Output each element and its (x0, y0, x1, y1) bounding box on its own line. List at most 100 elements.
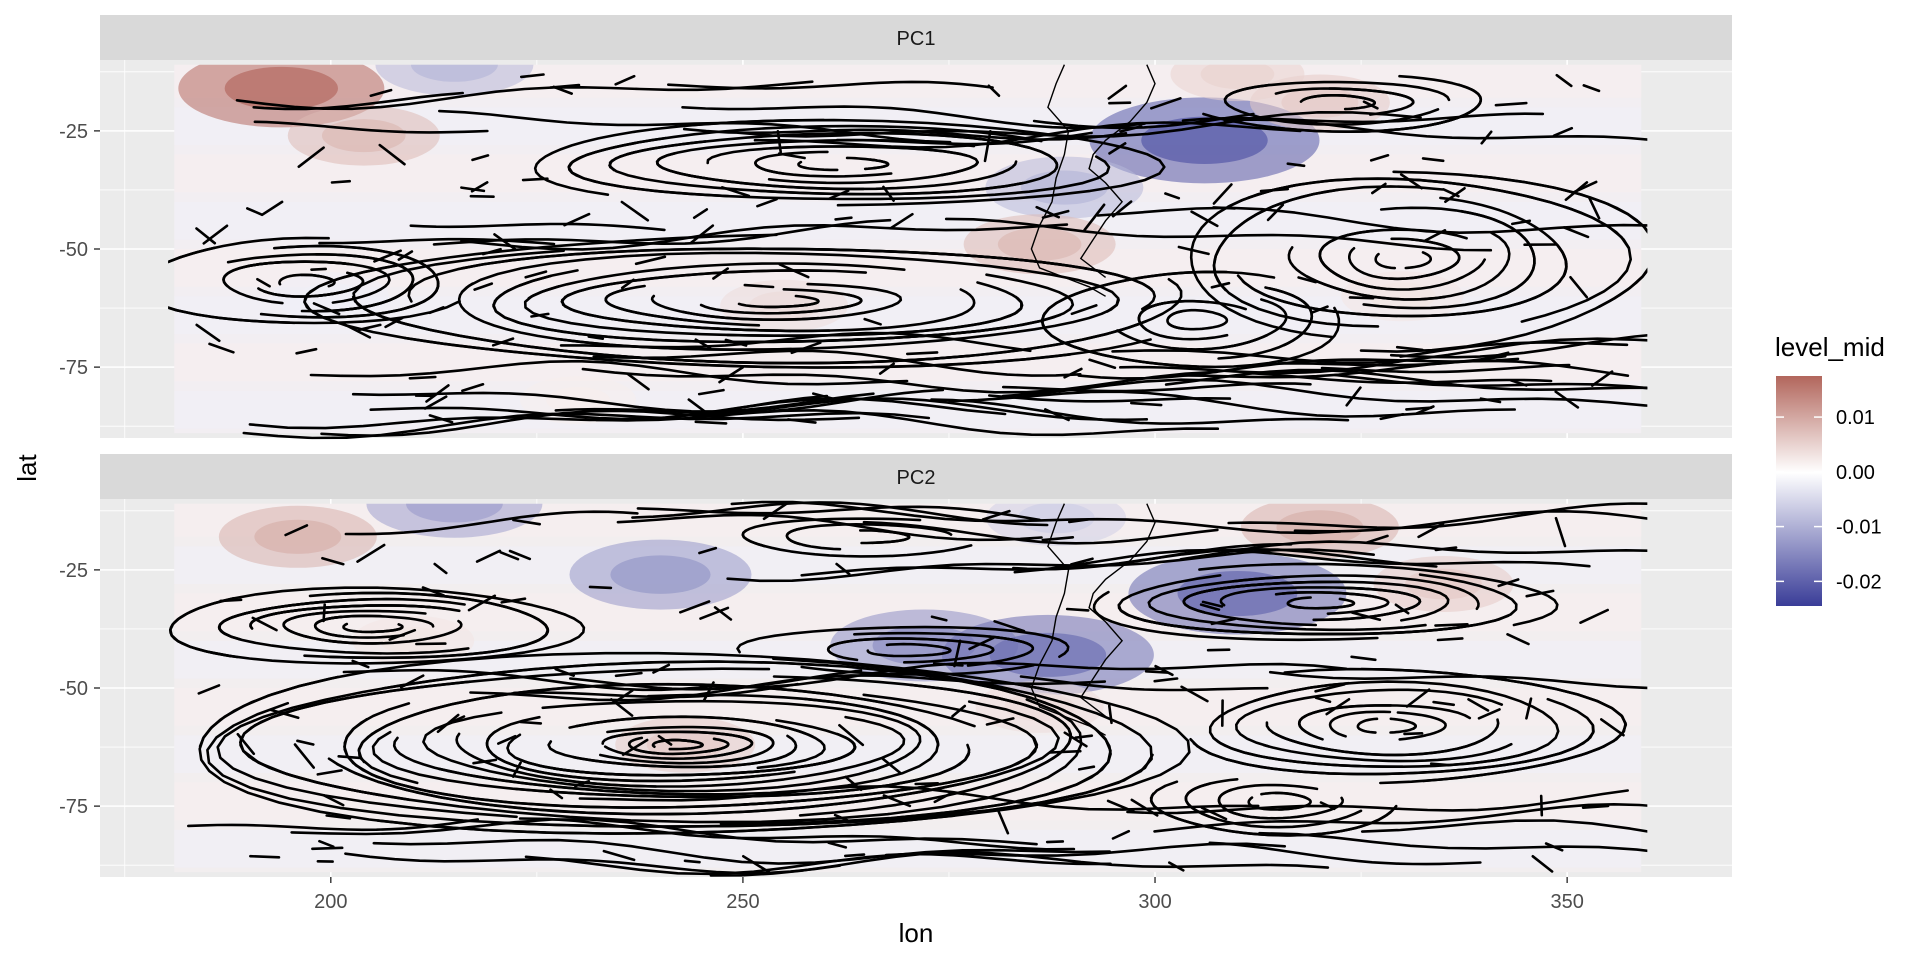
stream-arrow (615, 689, 634, 703)
streamline-zonal (884, 852, 1112, 866)
stream-arrow (1108, 142, 1127, 155)
stream-arrow (614, 74, 636, 86)
stream-arrow (1083, 203, 1106, 232)
streamline-zonal (930, 398, 1350, 425)
stream-arrow (508, 549, 532, 561)
stream-arrow (833, 813, 851, 823)
streamline-zonal (344, 510, 639, 536)
stream-arrow (1511, 219, 1532, 226)
stream-arrow (844, 775, 863, 792)
streamline-vortex (1268, 287, 1314, 347)
stream-arrow (461, 383, 485, 393)
stream-arrow (369, 88, 393, 97)
streamline-vortex (299, 273, 336, 288)
stream-arrow (1477, 708, 1501, 720)
streamline-vortex (1374, 252, 1397, 270)
stream-arrow (1130, 401, 1163, 407)
stream-arrow (1369, 154, 1390, 162)
stream-arrow (549, 788, 564, 800)
anomaly-core (224, 66, 338, 110)
stream-arrow (1210, 617, 1236, 626)
field-clip-group (174, 64, 1642, 434)
stream-arrow (1579, 608, 1609, 624)
stream-arrow (777, 152, 806, 160)
streamline-zonal (1320, 363, 1571, 374)
stream-arrow (439, 715, 466, 729)
stream-arrow (1506, 633, 1530, 646)
stream-arrow (713, 606, 733, 621)
stream-arrow (1150, 97, 1182, 110)
legend-label: 0.00 (1836, 462, 1875, 484)
stream-arrow (500, 597, 527, 604)
stream-arrow (1108, 101, 1132, 105)
streamline-vortex (798, 683, 1073, 817)
stream-arrow (1480, 130, 1493, 145)
streamline-vortex (422, 711, 894, 793)
streamline-zonal (948, 390, 1516, 418)
stream-arrow (687, 398, 711, 416)
streamline-vortex (1231, 574, 1480, 611)
streamline-zonal (469, 674, 1107, 702)
coastline-east (1079, 64, 1156, 278)
coastline-pc1 (1030, 64, 1156, 297)
stream-arrow (408, 375, 437, 380)
stream-arrow (511, 761, 522, 778)
streamline-zonal (344, 852, 842, 875)
x-axis-ticks: 200 250 300 350 (314, 877, 1584, 913)
strip-label-pc1: PC1 (897, 28, 936, 50)
stream-arrow (1432, 700, 1455, 707)
streamline-zonal (1181, 359, 1630, 379)
stream-arrow (610, 698, 634, 717)
stream-arrow (1399, 173, 1423, 190)
stream-arrow (481, 247, 502, 256)
y-tick-label: -75 (59, 796, 88, 818)
streamline-zonal (1111, 337, 1648, 364)
streamline-vortex (736, 625, 1070, 658)
stream-arrow (1403, 732, 1424, 736)
streamline-vortex (826, 637, 951, 662)
streamline-vortex (300, 253, 415, 313)
stream-arrow (1436, 637, 1464, 642)
stream-arrow (1259, 187, 1290, 193)
streamline-vortex (559, 298, 1120, 351)
streamline-zonal (835, 131, 1093, 146)
facet-pc2: PC2 (100, 454, 1732, 877)
streamline-zonal (699, 661, 1348, 689)
stream-arrow (697, 388, 725, 396)
streamline-vortex (1149, 792, 1392, 837)
stream-arrow (679, 600, 711, 614)
stream-arrow (499, 551, 520, 561)
stream-arrow (1286, 162, 1306, 168)
stream-arrow (296, 739, 315, 746)
anomaly-core (1141, 116, 1268, 164)
stream-arrow (1429, 762, 1450, 767)
stream-arrow (699, 606, 730, 620)
streamline-vortex (1041, 270, 1276, 351)
streamline-vortex (336, 700, 1060, 816)
stream-arrow (1044, 408, 1070, 422)
streamline-vortex (1132, 573, 1518, 636)
stream-arrow (1088, 358, 1117, 369)
stream-arrow (933, 791, 954, 804)
stream-arrow (812, 392, 839, 401)
streamline-zonal (701, 397, 1149, 422)
stream-arrow (1068, 518, 1090, 524)
streamline-vortex (547, 734, 798, 769)
streamline-vortex (1396, 711, 1447, 741)
stream-arrow (195, 227, 217, 245)
streamline-zonal (187, 818, 480, 832)
streamline-vortex (903, 647, 995, 664)
streamline-vortex (627, 736, 661, 755)
stream-arrow (587, 335, 605, 340)
stream-arrow (1554, 390, 1580, 409)
stream-arrow (358, 323, 382, 332)
stream-arrow (1074, 734, 1094, 739)
facet-pc1: PC1 (100, 15, 1732, 440)
stream-arrow (1479, 397, 1502, 404)
streamline-zonal (753, 121, 1302, 149)
streamline-zonal (1293, 510, 1648, 533)
stream-arrow (1108, 704, 1113, 725)
stream-arrow (530, 312, 550, 318)
coastline-pc2 (1030, 503, 1156, 736)
stream-arrow (1199, 603, 1221, 611)
